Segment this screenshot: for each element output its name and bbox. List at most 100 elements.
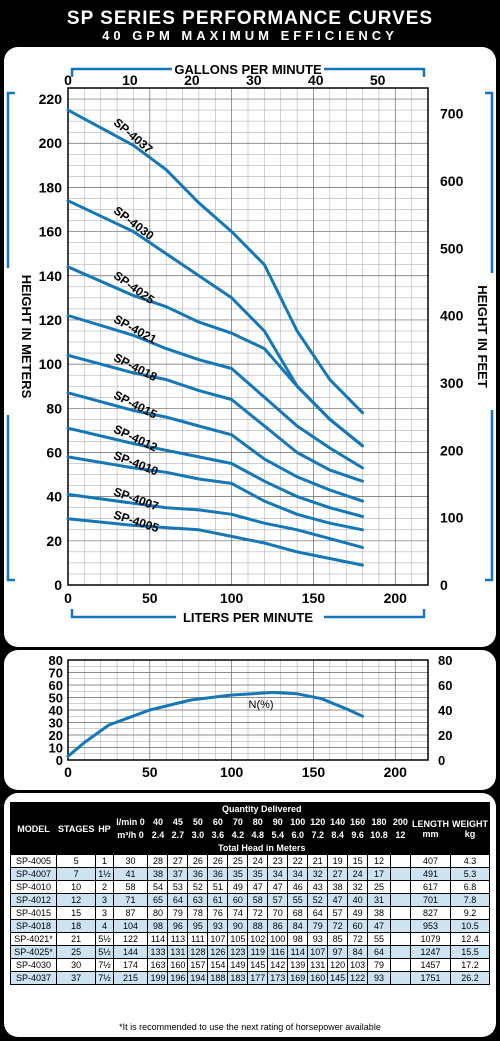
head-cell: 93 bbox=[207, 919, 229, 933]
weight-cell: 10.5 bbox=[450, 919, 490, 933]
head-cell: 194 bbox=[187, 971, 209, 985]
weight-cell: 7.8 bbox=[450, 893, 490, 907]
head-cell: 160 bbox=[167, 958, 189, 972]
col-weight-label: WEIGHT bbox=[452, 818, 488, 829]
y-right-tick-label: 100 bbox=[440, 510, 464, 526]
head-cell: 199 bbox=[147, 971, 169, 985]
weight-cell: 6.8 bbox=[450, 880, 490, 894]
head-cell: 40 bbox=[347, 893, 369, 907]
model-cell: SP-4030 bbox=[9, 958, 58, 972]
hp-cell: 5½ bbox=[95, 945, 114, 959]
head-cell bbox=[389, 919, 412, 933]
y-tick-label: 0 bbox=[54, 577, 62, 593]
x-tick-label: 50 bbox=[142, 590, 158, 606]
model-cell: SP-4018 bbox=[9, 919, 58, 933]
head-cell: 104 bbox=[112, 919, 149, 933]
head-cell: 30 bbox=[112, 854, 149, 868]
head-cell: 57 bbox=[327, 906, 349, 920]
x-tick-label: 150 bbox=[302, 764, 326, 780]
y-right-tick-label: 60 bbox=[438, 678, 452, 693]
y-right-axis-label: HEIGHT IN FEET bbox=[475, 285, 490, 388]
m3h-cell: 12 bbox=[389, 828, 412, 842]
x-top-tick-label: 50 bbox=[370, 72, 386, 88]
lmin-cell: 120 bbox=[307, 815, 329, 829]
series-line-sp-4010 bbox=[66, 455, 364, 532]
hp-cell: 4 bbox=[95, 919, 114, 933]
head-cell: 163 bbox=[147, 958, 169, 972]
m3h-cell: 8.4 bbox=[327, 828, 349, 842]
model-cell: SP-4007 bbox=[9, 867, 58, 881]
length-cell: 701 bbox=[410, 893, 451, 907]
head-cell: 38 bbox=[147, 867, 169, 881]
efficiency-chart-panel bbox=[4, 650, 496, 790]
stages-cell: 12 bbox=[56, 893, 97, 907]
head-cell: 84 bbox=[287, 919, 309, 933]
y-right-tick-label: 300 bbox=[440, 375, 464, 391]
head-cell: 103 bbox=[347, 958, 369, 972]
model-cell: SP-4021* bbox=[9, 932, 58, 946]
head-cell: 126 bbox=[207, 945, 229, 959]
head-cell: 27 bbox=[167, 854, 189, 868]
head-cell: 154 bbox=[207, 958, 229, 972]
head-cell: 111 bbox=[187, 932, 209, 946]
y-right-bracket-bottom bbox=[485, 410, 494, 582]
head-cell: 15 bbox=[347, 854, 369, 868]
plot-border bbox=[67, 659, 429, 761]
y-tick-label: 80 bbox=[46, 400, 62, 416]
y-bracket-bottom bbox=[6, 415, 15, 582]
lmin-cell: 50 bbox=[187, 815, 209, 829]
head-cell: 36 bbox=[207, 867, 229, 881]
head-cell: 142 bbox=[267, 958, 289, 972]
y-tick-label: 80 bbox=[49, 653, 63, 668]
y-tick-label: 20 bbox=[49, 728, 63, 743]
y-right-tick-label: 500 bbox=[440, 240, 464, 256]
head-cell: 169 bbox=[287, 971, 309, 985]
y-tick-label: 60 bbox=[46, 444, 62, 460]
head-cell: 78 bbox=[187, 906, 209, 920]
weight-cell: 12.4 bbox=[450, 932, 490, 946]
head-cell: 196 bbox=[167, 971, 189, 985]
lmin-cell: 80 bbox=[247, 815, 269, 829]
hp-cell: 5½ bbox=[95, 932, 114, 946]
head-cell: 114 bbox=[287, 945, 309, 959]
y-tick-label: 40 bbox=[49, 703, 63, 718]
head-cell: 47 bbox=[247, 880, 269, 894]
head-cell: 64 bbox=[367, 945, 391, 959]
x-axis-label: LITERS PER MINUTE bbox=[183, 610, 313, 625]
head-cell: 49 bbox=[347, 906, 369, 920]
head-cell: 25 bbox=[227, 854, 249, 868]
table-row: SP-4007 7 1½ 41 38 37 36 36 35 35 34 34 32 27 24 17 491 5… bbox=[9, 867, 490, 881]
head-cell: 52 bbox=[187, 880, 209, 894]
head-chart-panel bbox=[4, 47, 496, 647]
table-row: SP-4025* 25 5½ 144 133 131 128 126 123 119 116 114 1… bbox=[9, 945, 490, 959]
weight-cell: 15.5 bbox=[450, 945, 490, 959]
head-cell: 38 bbox=[367, 906, 391, 920]
head-cell: 41 bbox=[112, 867, 149, 881]
head-cell: 23 bbox=[267, 854, 289, 868]
head-cell: 128 bbox=[187, 945, 209, 959]
head-cell: 107 bbox=[307, 945, 329, 959]
stages-cell: 18 bbox=[56, 919, 97, 933]
lmin-cell: 200 bbox=[389, 815, 412, 829]
head-cell bbox=[389, 893, 412, 907]
head-cell: 80 bbox=[147, 906, 169, 920]
x-top-tick-label: 40 bbox=[308, 72, 324, 88]
head-cell: 26 bbox=[207, 854, 229, 868]
head-cell: 122 bbox=[347, 971, 369, 985]
head-cell: 72 bbox=[327, 919, 349, 933]
table-row: SP-4037 37 7½ 215 199 196 194 188 183 177 173 169 16… bbox=[9, 971, 490, 985]
stages-cell: 15 bbox=[56, 906, 97, 920]
head-cell: 145 bbox=[327, 971, 349, 985]
length-cell: 953 bbox=[410, 919, 451, 933]
head-cell: 60 bbox=[347, 919, 369, 933]
lmin-cell: 160 bbox=[347, 815, 369, 829]
y-tick-label: 0 bbox=[56, 753, 63, 768]
col-length: LENGTH mm bbox=[410, 802, 451, 855]
head-cell: 21 bbox=[307, 854, 329, 868]
stages-cell: 10 bbox=[56, 880, 97, 894]
y-tick-label: 200 bbox=[39, 135, 63, 151]
head-cell: 35 bbox=[227, 867, 249, 881]
head-cell: 54 bbox=[147, 880, 169, 894]
head-cell: 183 bbox=[227, 971, 249, 985]
y-right-tick-label: 700 bbox=[440, 106, 464, 122]
